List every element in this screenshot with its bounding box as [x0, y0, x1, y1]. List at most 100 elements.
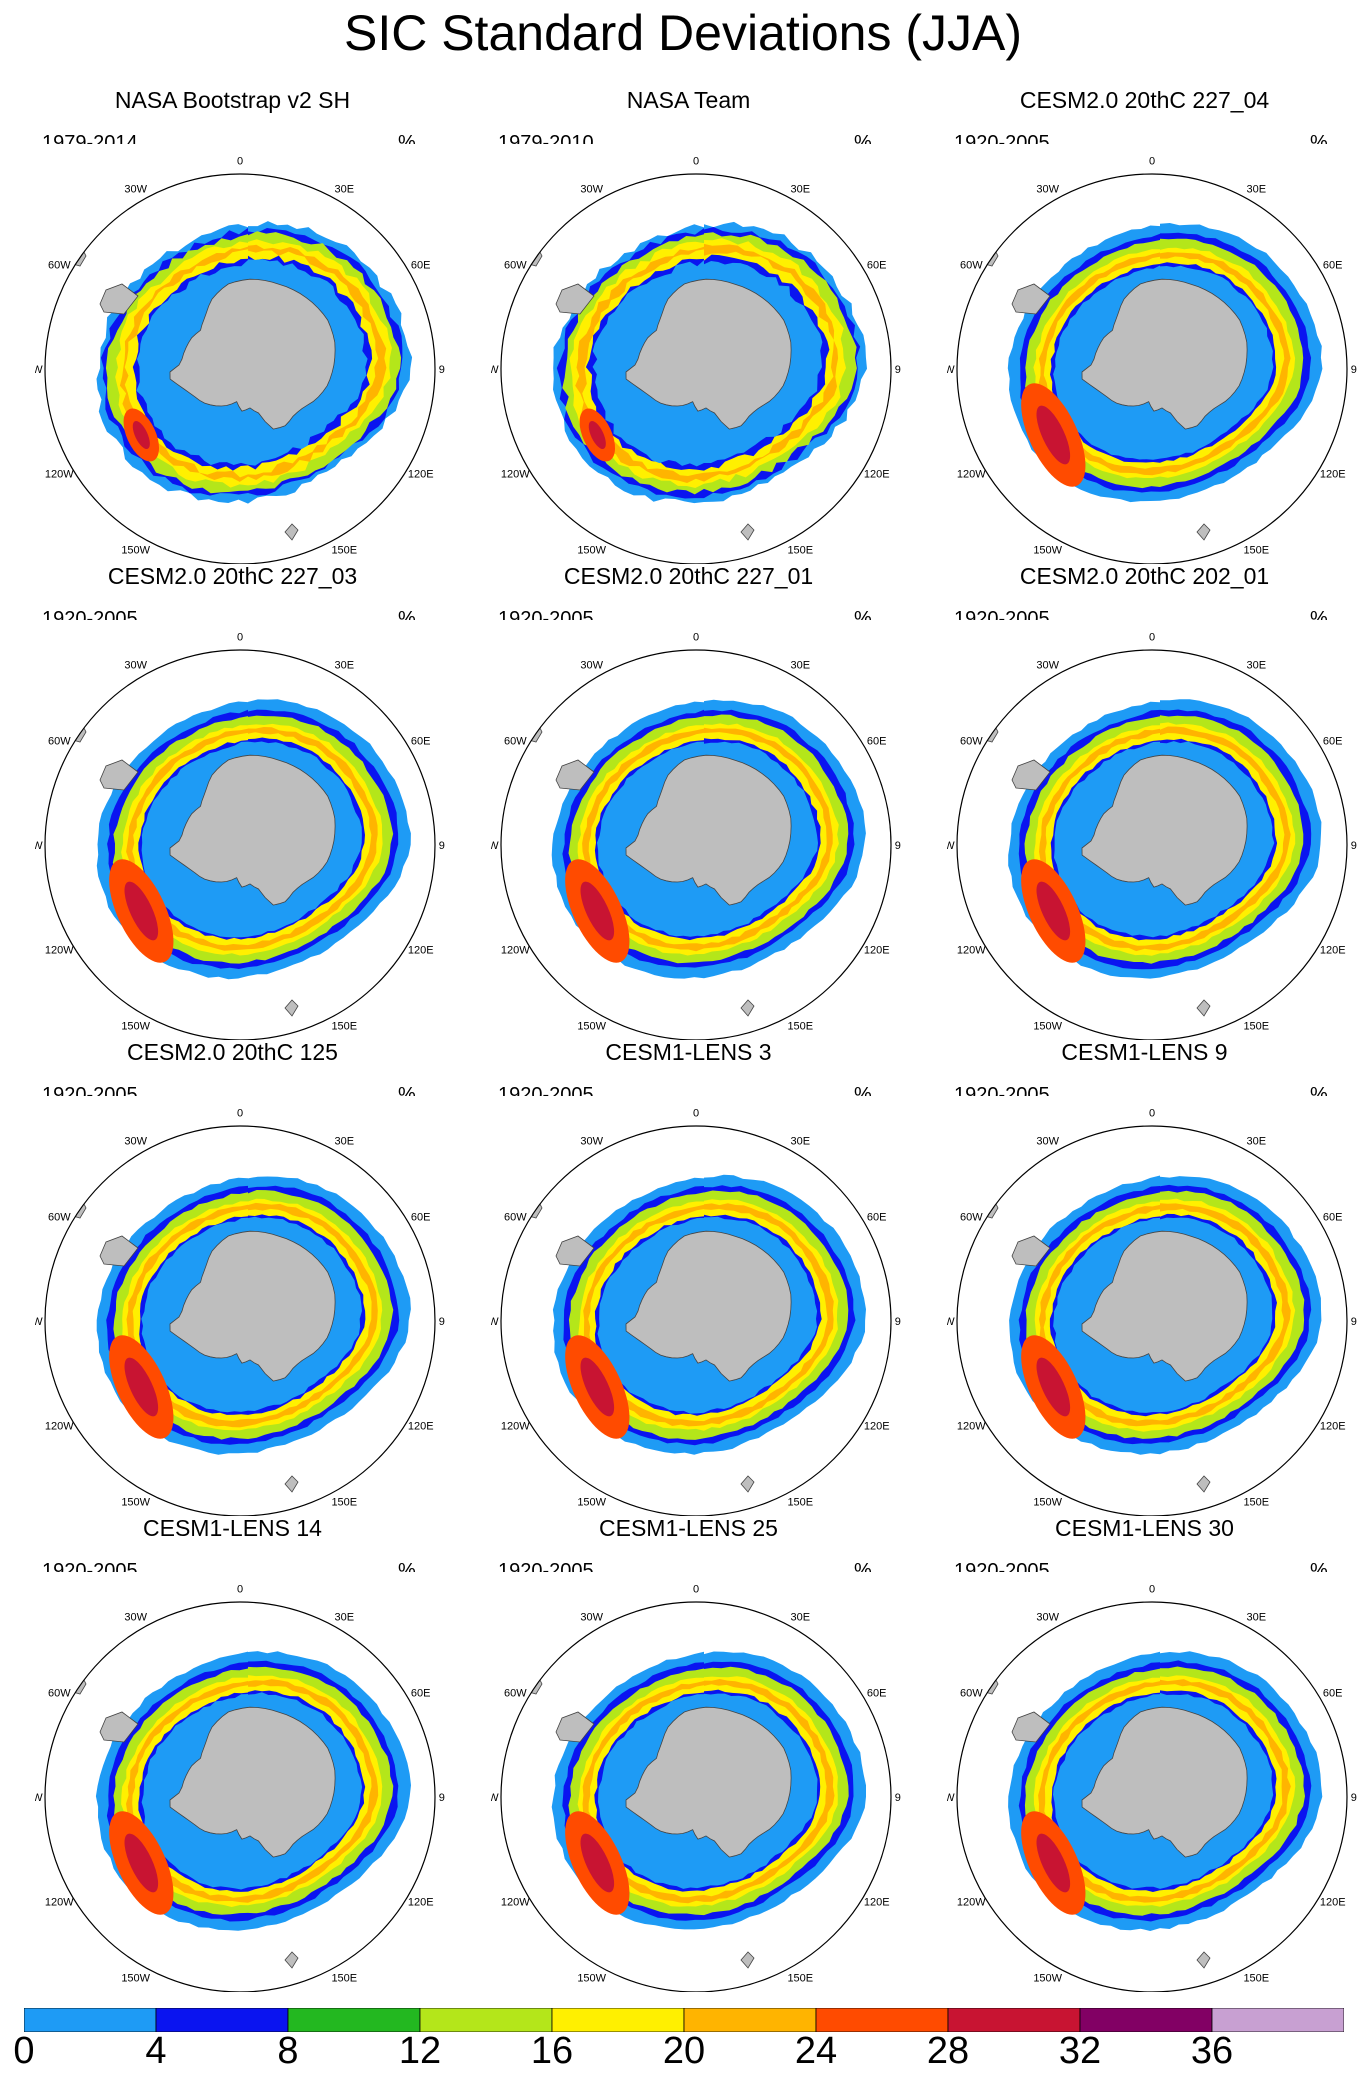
- lon-tick-label: 120E: [864, 1896, 890, 1908]
- lon-tick-label: 90E: [439, 840, 445, 852]
- panel-title: CESM2.0 20thC 202_01: [1019, 563, 1270, 589]
- map-panel: CESM1-LENS 141920-2005%030E60E90E120E150…: [5, 1420, 460, 1992]
- new-zealand-land: [1196, 1951, 1211, 1969]
- colorbar-swatch: [947, 2007, 1081, 2033]
- lon-tick-label: 60E: [1323, 736, 1343, 748]
- page-title: SIC Standard Deviations (JJA): [343, 5, 1023, 61]
- lon-tick-label: 150W: [121, 1497, 150, 1509]
- map-frame: [500, 649, 892, 1040]
- lon-tick-label: 150E: [331, 1021, 357, 1033]
- sic-hotspot: [124, 1357, 159, 1417]
- panel-title: CESM2.0 20thC 125: [127, 1039, 338, 1065]
- lon-tick-label: 120E: [1320, 468, 1346, 480]
- lon-tick-label: 150W: [1033, 1497, 1062, 1509]
- lon-tick-label: 90E: [1351, 364, 1357, 376]
- lon-tick-label: 150W: [1033, 1021, 1062, 1033]
- polar-map: 030E60E90E120E150E180150W120W90W60W30W: [491, 1096, 901, 1516]
- lon-tick-label: 30W: [1036, 183, 1059, 195]
- lon-tick-label: 120W: [501, 944, 530, 956]
- map-panel: CESM2.0 20thC 202_011920-2005%030E60E90E…: [917, 468, 1366, 1040]
- sic-hotspot: [132, 420, 150, 449]
- lon-tick-label: 120W: [45, 1896, 74, 1908]
- lon-tick-label: 90W: [35, 840, 43, 852]
- lon-tick-label: 120E: [864, 944, 890, 956]
- polar-map: 030E60E90E120E150E180150W120W90W60W30W: [947, 1572, 1357, 1992]
- map-frame: [500, 1601, 892, 1992]
- peninsula-land: [555, 759, 595, 791]
- lon-tick-label: 120W: [45, 944, 74, 956]
- lon-tick-label: 90W: [491, 1792, 499, 1804]
- lon-tick-label: 90W: [947, 840, 955, 852]
- sic-hotspot: [1036, 881, 1071, 941]
- antarctica-land: [169, 754, 336, 906]
- lon-tick-label: 150E: [1243, 545, 1269, 557]
- map-frame: [44, 649, 436, 1040]
- colorbar-bar: [23, 2007, 1345, 2033]
- peninsula-land: [99, 1711, 139, 1743]
- lon-tick-label: 0: [693, 631, 699, 643]
- lon-tick-label: 30E: [1247, 1611, 1267, 1623]
- colorbar-swatch: [551, 2007, 685, 2033]
- colorbar-tick-label: 20: [662, 2030, 706, 2072]
- lon-tick-label: 60E: [411, 260, 431, 272]
- lon-tick-label: 90W: [491, 840, 499, 852]
- lon-tick-label: 150W: [121, 1021, 150, 1033]
- colorbar-swatch: [683, 2007, 817, 2033]
- lon-tick-label: 120E: [408, 944, 434, 956]
- lon-tick-label: 90E: [439, 1316, 445, 1328]
- polar-map: 030E60E90E120E150E180150W120W90W60W30W: [947, 1096, 1357, 1516]
- lon-tick-label: 120W: [957, 468, 986, 480]
- polar-map: 030E60E90E120E150E180150W120W90W60W30W: [35, 144, 445, 564]
- map-panel: CESM2.0 20thC 227_041920-2005%030E60E90E…: [917, 0, 1366, 564]
- lon-tick-label: 30W: [580, 659, 603, 671]
- lon-tick-label: 150E: [1243, 1973, 1269, 1985]
- lon-tick-label: 120W: [45, 1420, 74, 1432]
- new-zealand-land: [1196, 1475, 1211, 1493]
- lon-tick-label: 0: [237, 155, 243, 167]
- lon-tick-label: 60E: [1323, 260, 1343, 272]
- lon-tick-label: 60W: [48, 260, 71, 272]
- peninsula-land: [1011, 1711, 1051, 1743]
- sic-hotspot: [124, 1833, 159, 1893]
- lon-tick-label: 120W: [957, 1896, 986, 1908]
- lon-tick-label: 0: [693, 155, 699, 167]
- new-zealand-land: [740, 999, 755, 1017]
- map-panel: CESM2.0 20thC 227_011920-2005%030E60E90E…: [461, 468, 916, 1040]
- polar-map: 030E60E90E120E150E180150W120W90W60W30W: [35, 620, 445, 1040]
- lon-tick-label: 90W: [947, 1792, 955, 1804]
- lon-tick-label: 30W: [124, 659, 147, 671]
- lon-tick-label: 60E: [1323, 1688, 1343, 1700]
- lon-tick-label: 60E: [411, 736, 431, 748]
- peninsula-land: [1011, 759, 1051, 791]
- lon-tick-label: 150E: [1243, 1497, 1269, 1509]
- colorbar-swatch: [815, 2007, 949, 2033]
- lon-tick-label: 60W: [960, 260, 983, 272]
- antarctica-land: [1081, 1230, 1248, 1382]
- lon-tick-label: 30E: [791, 183, 811, 195]
- polar-map: 030E60E90E120E150E180150W120W90W60W30W: [35, 1096, 445, 1516]
- lon-tick-label: 30E: [791, 1611, 811, 1623]
- new-zealand-land: [740, 523, 755, 541]
- peninsula-land: [1011, 1235, 1051, 1267]
- lon-tick-label: 150E: [787, 1497, 813, 1509]
- new-zealand-land: [1196, 999, 1211, 1017]
- panel-title: CESM1-LENS 25: [599, 1515, 778, 1541]
- polar-map: 030E60E90E120E150E180150W120W90W60W30W: [491, 620, 901, 1040]
- map-frame: [500, 173, 892, 564]
- lon-tick-label: 60W: [48, 1688, 71, 1700]
- lon-tick-label: 120W: [957, 1420, 986, 1432]
- lon-tick-label: 60E: [411, 1688, 431, 1700]
- lon-tick-label: 30W: [580, 1611, 603, 1623]
- lon-tick-label: 150E: [331, 545, 357, 557]
- lon-tick-label: 0: [237, 1107, 243, 1119]
- lon-tick-label: 120E: [864, 1420, 890, 1432]
- lon-tick-label: 90E: [1351, 1792, 1357, 1804]
- panel-title: CESM1-LENS 3: [605, 1039, 772, 1065]
- new-zealand-land: [740, 1475, 755, 1493]
- sic-hotspot: [1036, 405, 1071, 465]
- lon-tick-label: 0: [1149, 155, 1155, 167]
- lon-tick-label: 150W: [1033, 1973, 1062, 1985]
- antarctica-land: [625, 278, 792, 430]
- panel-title: CESM2.0 20thC 227_03: [107, 563, 358, 589]
- map-frame: [956, 173, 1348, 564]
